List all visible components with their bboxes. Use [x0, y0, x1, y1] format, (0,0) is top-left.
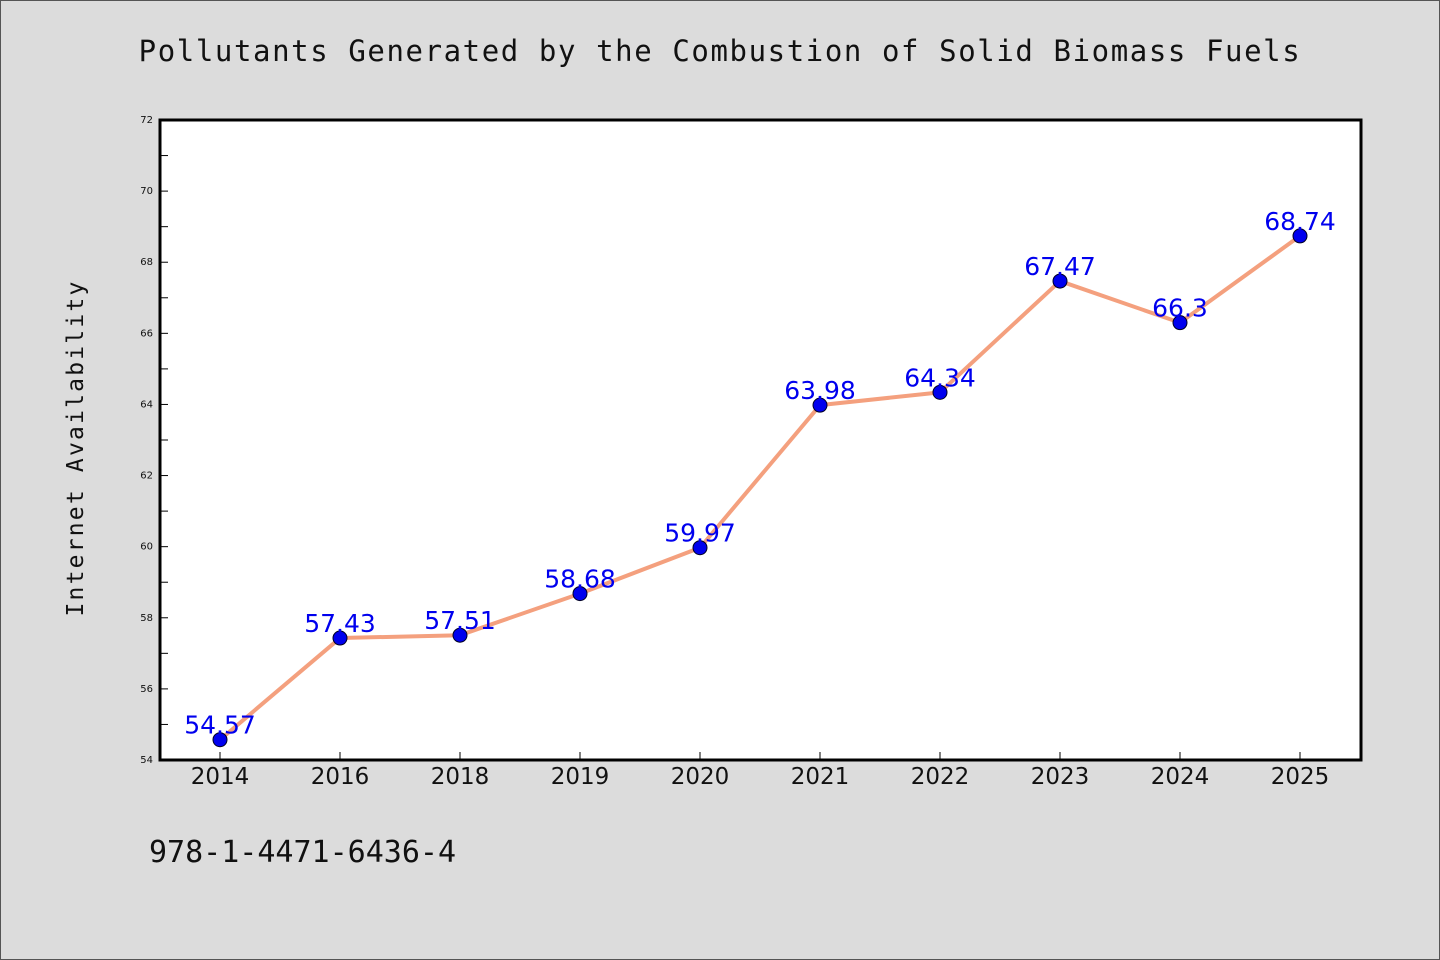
y-tick-label: 54	[140, 755, 153, 766]
data-label: 59.97	[664, 519, 736, 548]
data-point	[572, 586, 588, 602]
x-tick-label: 2019	[551, 764, 610, 790]
y-tick-label: 68	[140, 257, 153, 268]
plot-area	[158, 118, 1363, 762]
y-tick-label: 60	[140, 542, 153, 553]
series-line	[218, 233, 1302, 742]
y-tick-label: 72	[140, 115, 153, 126]
footer-code: 978-1-4471-6436-4	[149, 835, 457, 870]
y-tick-label: 58	[140, 613, 153, 624]
y-tick-label: 56	[140, 684, 153, 695]
data-labels-group: 54.57 57.43 57.51 58.68 59.97 63.98 64.34 67.47…	[184, 207, 1336, 740]
series-line-group	[218, 233, 1302, 742]
data-point	[1172, 315, 1188, 331]
x-tick-label: 2025	[1271, 764, 1330, 790]
data-label: 63.98	[784, 376, 856, 405]
y-tick-label: 66	[140, 328, 153, 339]
x-tick-label: 2016	[311, 764, 370, 790]
data-label: 58.68	[544, 565, 616, 594]
y-tick-label: 70	[140, 186, 153, 197]
data-point	[1052, 273, 1068, 289]
x-tick-label: 2020	[671, 764, 730, 790]
data-label: 57.43	[304, 609, 376, 638]
x-tick-label: 2024	[1151, 764, 1210, 790]
data-point	[452, 627, 468, 643]
x-tick-label: 2022	[911, 764, 970, 790]
data-label: 54.57	[184, 711, 256, 740]
data-label: 57.51	[424, 606, 496, 635]
x-axis: 2014 2016 2018 2019 2020 2021 2022 2023 2024 2025	[191, 752, 1330, 790]
data-point	[812, 397, 828, 413]
data-point	[692, 540, 708, 556]
y-axis: 54 56 58 60 62 64 66 68 70 72	[140, 115, 168, 766]
x-tick-label: 2023	[1031, 764, 1090, 790]
chart-title: Pollutants Generated by the Combustion o…	[138, 34, 1302, 68]
y-tick-label: 64	[140, 399, 153, 410]
data-label: 66.3	[1152, 294, 1208, 323]
data-label: 67.47	[1024, 252, 1096, 281]
data-point	[932, 384, 948, 400]
x-tick-label: 2018	[431, 764, 490, 790]
data-label: 64.34	[904, 363, 976, 392]
y-tick-label: 62	[140, 471, 153, 482]
data-point	[212, 732, 228, 748]
data-point	[332, 630, 348, 646]
x-tick-label: 2021	[791, 764, 850, 790]
data-label: 68.74	[1264, 207, 1336, 236]
x-tick-label: 2014	[191, 764, 250, 790]
markers-group	[212, 228, 1308, 748]
data-point	[1292, 228, 1308, 244]
